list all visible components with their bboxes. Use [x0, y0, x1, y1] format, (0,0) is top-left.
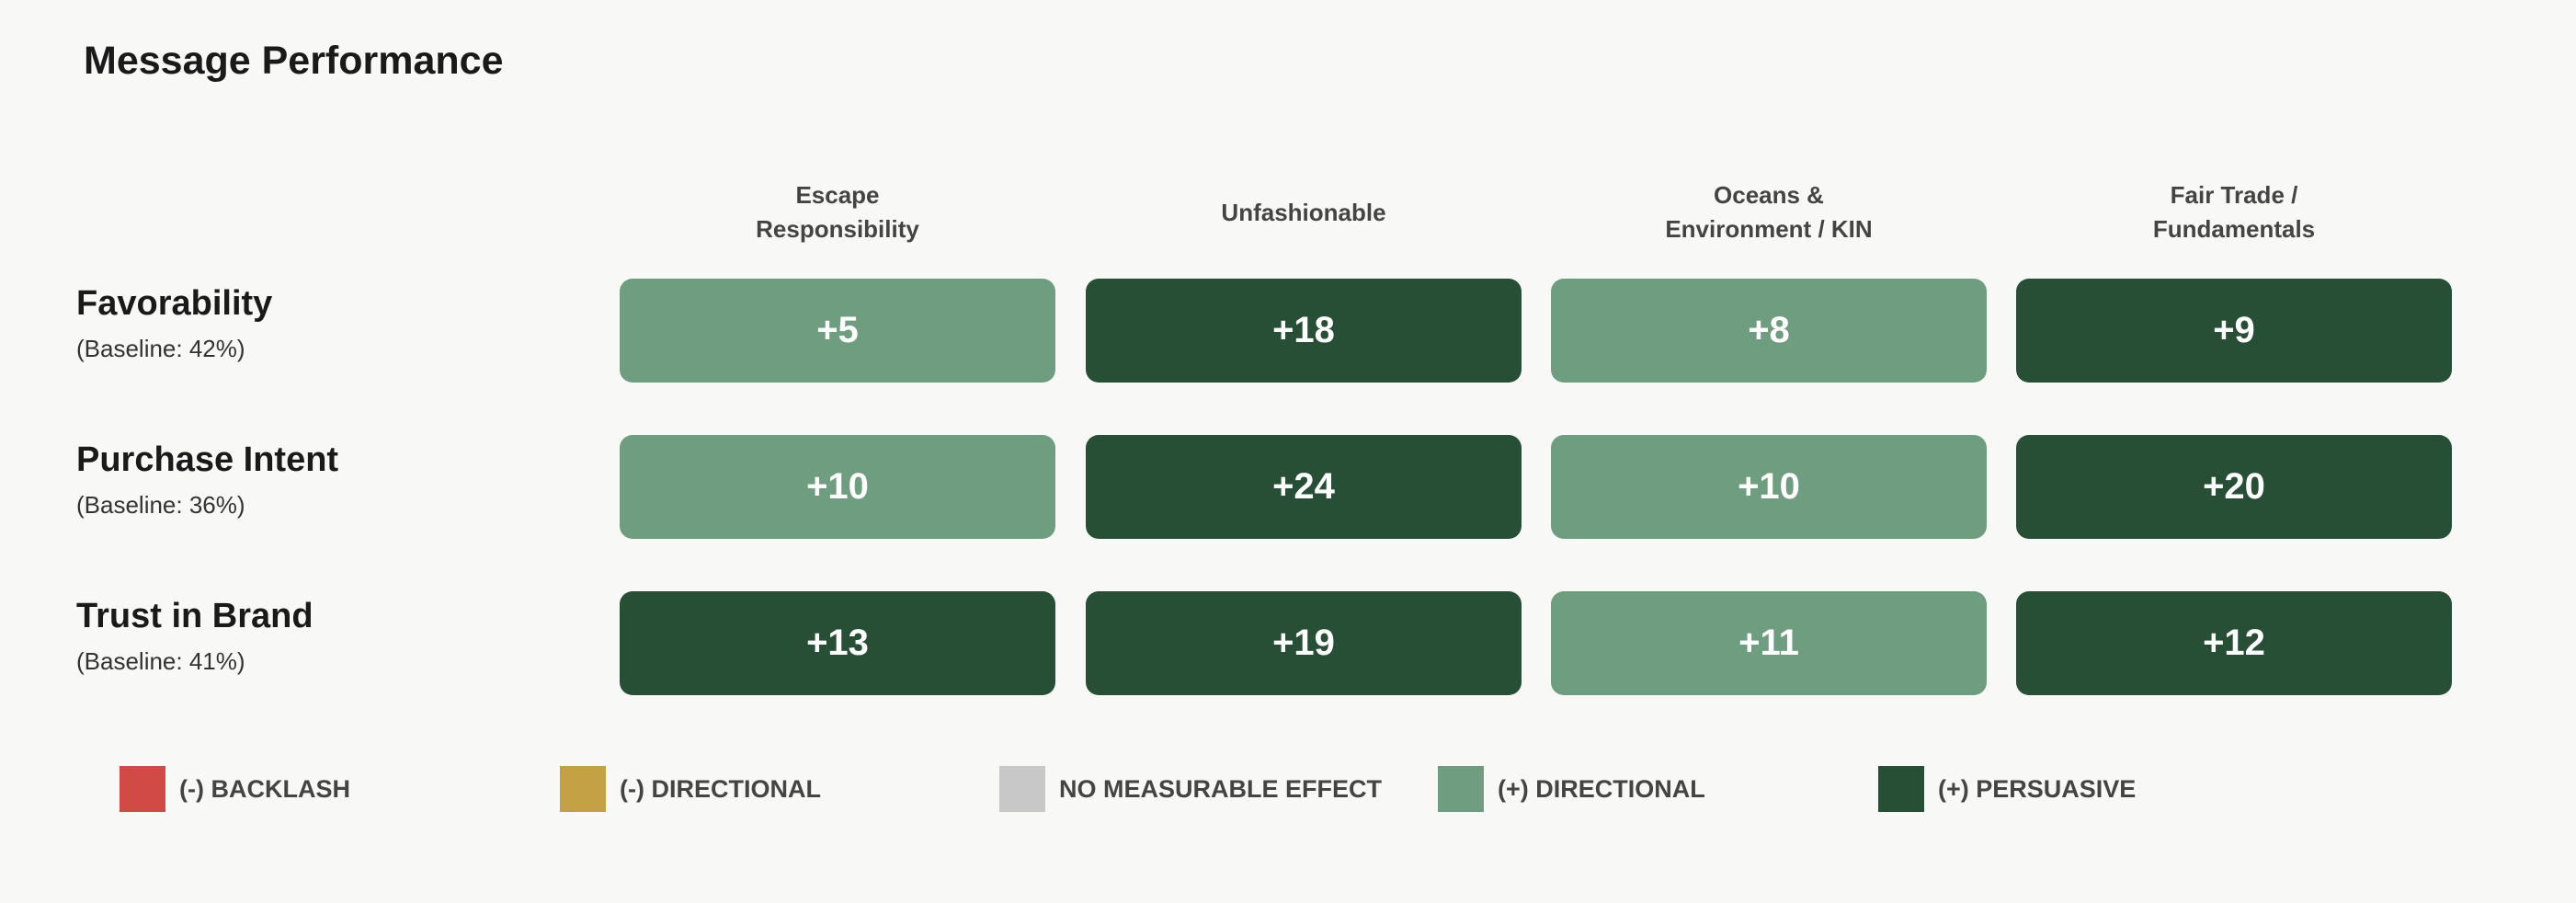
heatmap-cell: +8 [1551, 279, 1987, 383]
row-baseline: (Baseline: 42%) [76, 335, 245, 362]
heatmap-cell: +19 [1086, 591, 1522, 695]
row-title: Trust in Brand [76, 597, 313, 635]
chart-title: Message Performance [84, 39, 504, 83]
column-header: Oceans & Environment / KIN [1665, 181, 1873, 243]
legend-item: (-) BACKLASH [120, 766, 350, 812]
heatmap-cell: +18 [1086, 279, 1522, 383]
row-baseline: (Baseline: 36%) [76, 491, 245, 519]
legend-item: (+) DIRECTIONAL [1438, 766, 1705, 812]
heatmap-cell: +12 [2016, 591, 2452, 695]
legend-item: NO MEASURABLE EFFECT [999, 766, 1382, 812]
heatmap-cell: +11 [1551, 591, 1987, 695]
heatmap-cell: +24 [1086, 435, 1522, 539]
heatmap-cell: +5 [620, 279, 1055, 383]
heatmap-cell: +9 [2016, 279, 2452, 383]
legend-item: (+) PERSUASIVE [1878, 766, 2136, 812]
column-header: Unfashionable [1221, 198, 1386, 226]
legend-swatch [999, 766, 1045, 812]
legend-swatch [560, 766, 606, 812]
legend-label: (-) BACKLASH [179, 774, 350, 803]
heatmap-cell: +13 [620, 591, 1055, 695]
legend-label: NO MEASURABLE EFFECT [1059, 774, 1382, 803]
legend-label: (+) PERSUASIVE [1938, 774, 2137, 803]
row-label: Favorability (Baseline: 42%) [76, 281, 272, 363]
row-title: Favorability [76, 284, 273, 323]
legend-swatch [120, 766, 165, 812]
heatmap-cell: +10 [1551, 435, 1987, 539]
heatmap-cell: +20 [2016, 435, 2452, 539]
legend-swatch [1878, 766, 1924, 812]
row-label: Purchase Intent (Baseline: 36%) [76, 438, 338, 520]
heatmap-cell: +10 [620, 435, 1055, 539]
legend-item: (-) DIRECTIONAL [560, 766, 821, 812]
legend-swatch [1438, 766, 1484, 812]
row-label: Trust in Brand (Baseline: 41%) [76, 594, 313, 676]
column-header: Escape Responsibility [756, 181, 919, 243]
row-title: Purchase Intent [76, 440, 339, 479]
row-baseline: (Baseline: 41%) [76, 647, 245, 675]
column-header: Fair Trade / Fundamentals [2152, 181, 2316, 243]
legend-label: (-) DIRECTIONAL [620, 774, 821, 803]
legend-label: (+) DIRECTIONAL [1498, 774, 1705, 803]
